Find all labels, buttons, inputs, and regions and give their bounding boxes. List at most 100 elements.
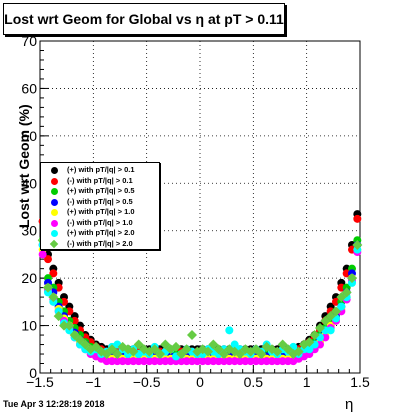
timestamp: Tue Apr 3 12:28:19 2018 <box>3 399 105 409</box>
legend-entry: (+) with pT/|q| > 0.1 <box>41 165 159 176</box>
legend-entry: (-) with pT/|q| > 1.0 <box>41 218 159 229</box>
chart-title: Lost wrt Geom for Global vs η at pT > 0.… <box>3 3 285 35</box>
legend: (+) with pT/|q| > 0.1 (-) with pT/|q| > … <box>40 162 160 250</box>
x-tick-label: 0.5 <box>244 374 264 390</box>
data-point <box>149 344 160 355</box>
data-point <box>219 349 229 360</box>
data-point <box>225 326 234 335</box>
data-point <box>331 306 341 317</box>
data-point <box>176 349 187 360</box>
data-point <box>336 292 347 303</box>
data-point <box>235 349 245 360</box>
data-point <box>44 255 52 264</box>
data-point <box>59 320 69 331</box>
legend-marker <box>51 219 58 227</box>
data-point <box>107 344 117 355</box>
grid <box>40 41 360 373</box>
data-point <box>101 349 112 360</box>
legend-marker <box>51 177 58 185</box>
legend-label: (-) with pT/|q| > 1.0 <box>67 217 133 227</box>
x-axis-label: η <box>345 396 354 413</box>
data-point <box>53 311 64 322</box>
data-point <box>203 346 213 357</box>
data-point <box>38 250 47 259</box>
data-point <box>337 302 346 311</box>
data-point <box>320 315 331 326</box>
data-point <box>309 330 320 341</box>
legend-entry: (+) with pT/|q| > 2.0 <box>41 228 159 239</box>
data-point <box>187 330 197 341</box>
data-point <box>133 339 144 350</box>
data-point <box>277 339 288 350</box>
legend-label: (+) with pT/|q| > 2.0 <box>67 228 135 237</box>
data-point <box>325 311 336 322</box>
legend-marker <box>51 230 58 237</box>
tick-labels: −1.5 −1 −0.5 0 0.5 1 1.5 0 10 20 30 40 50 60 70 <box>21 33 370 390</box>
x-tick-label: −0.5 <box>133 374 161 390</box>
data-point <box>181 344 192 355</box>
data-point <box>283 344 293 355</box>
legend-marker <box>49 239 59 248</box>
y-tick-label: 70 <box>21 33 37 49</box>
legend-label: (+) with pT/|q| > 0.5 <box>67 186 135 195</box>
x-tick-label: 0 <box>196 374 204 390</box>
y-tick-label: 30 <box>21 223 37 239</box>
legend-label: (+) with pT/|q| > 1.0 <box>67 207 135 216</box>
legend-label: (-) with pT/|q| > 0.5 <box>67 196 133 206</box>
y-tick-label: 40 <box>21 175 37 191</box>
x-tick-label: 1.5 <box>350 374 370 390</box>
data-point <box>341 287 352 298</box>
data-point <box>230 340 239 349</box>
y-tick-label: 60 <box>21 80 37 96</box>
data-point <box>75 334 85 345</box>
legend-entry: (+) with pT/|q| > 1.0 <box>41 207 159 218</box>
data-point <box>49 269 58 278</box>
data-point <box>155 349 165 360</box>
data-point <box>305 345 314 354</box>
data-point <box>293 346 304 357</box>
data-point <box>304 337 315 348</box>
x-tick-label: −1.5 <box>26 374 54 390</box>
data-point <box>171 341 181 352</box>
y-axis-label: Lost wrt Geom (%) <box>16 104 32 228</box>
data-points <box>37 210 363 366</box>
data-point <box>91 341 101 352</box>
legend-marker <box>51 209 58 216</box>
legend-entry: (-) with pT/|q| > 2.0 <box>41 239 159 250</box>
legend-entry: (-) with pT/|q| > 0.5 <box>41 197 159 208</box>
data-point <box>160 339 171 350</box>
legend-marker <box>51 167 58 174</box>
legend-marker <box>51 188 58 195</box>
data-point <box>80 339 91 350</box>
legend-entry: (-) with pT/|q| > 0.1 <box>41 176 159 187</box>
data-point <box>64 320 75 331</box>
data-point <box>353 214 362 223</box>
data-point <box>326 326 335 335</box>
legend-marker <box>51 198 58 206</box>
y-tick-label: 10 <box>21 318 37 334</box>
data-point <box>352 239 363 250</box>
y-tick-label: 50 <box>21 128 37 144</box>
data-point <box>347 273 357 284</box>
legend-label: (-) with pT/|q| > 2.0 <box>67 238 133 248</box>
data-point <box>48 292 59 303</box>
data-point <box>43 282 53 293</box>
legend-label: (-) with pT/|q| > 0.1 <box>67 175 133 185</box>
data-point <box>251 344 261 355</box>
data-point <box>256 349 267 360</box>
x-tick-label: −1 <box>85 374 101 390</box>
x-tick-label: 1 <box>303 374 311 390</box>
series <box>37 235 363 360</box>
y-tick-label: 20 <box>21 270 37 286</box>
data-point <box>208 339 219 350</box>
legend-entry: (+) with pT/|q| > 0.5 <box>41 186 159 197</box>
data-point <box>272 346 283 357</box>
data-point <box>69 330 80 341</box>
data-point <box>128 346 139 357</box>
data-point <box>213 344 224 355</box>
data-point <box>315 322 325 333</box>
data-point <box>112 349 123 360</box>
legend-label: (+) with pT/|q| > 0.1 <box>67 165 135 174</box>
y-tick-label: 0 <box>29 365 37 381</box>
